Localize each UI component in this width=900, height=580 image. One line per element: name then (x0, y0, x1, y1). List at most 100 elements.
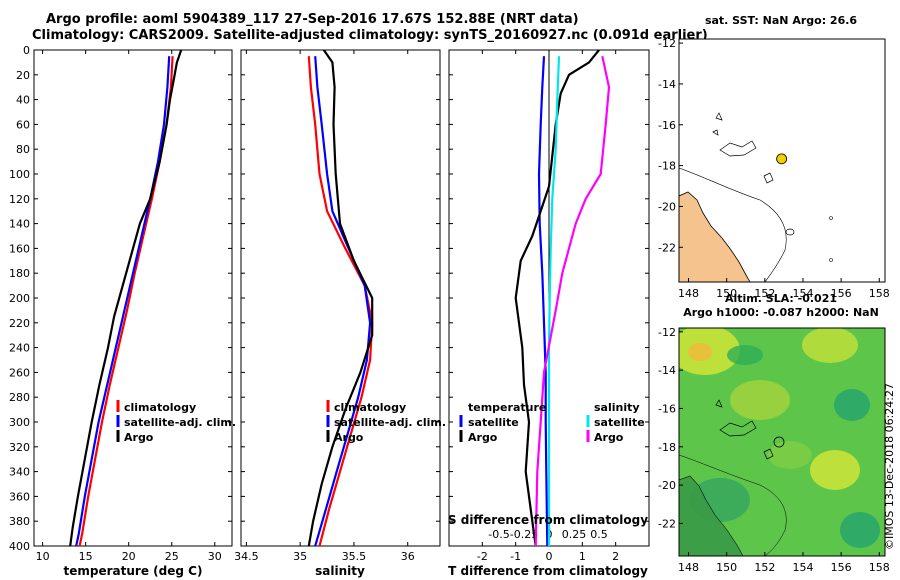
x-tick-label: 34.5 (234, 550, 259, 563)
legend-title-temperature: temperature (468, 401, 546, 414)
legend-label-sat: satellite-adj. clim. (334, 416, 446, 429)
map-y-tick-label: -22 (658, 241, 676, 254)
x-tick-label: -2 (477, 550, 488, 563)
map-x-tick-label: 154 (792, 287, 813, 300)
series-line-t-satellite (537, 56, 549, 546)
x-tick-label: 1 (579, 550, 586, 563)
depth-tick-label: 240 (9, 342, 30, 355)
series-line-argo (69, 50, 183, 546)
x-tick-label: 0 (546, 550, 553, 563)
sst-map-ticks: 148 150 152 154 156 158 -12 -14 -16 -18 -20 -22 (658, 37, 890, 300)
temperature-panel-frame (33, 49, 233, 547)
depth-tick-label: 300 (9, 416, 30, 429)
sla-map-ticks: 148 150 152 154 156 158 -12 -14 -16 -18 -20 -22 (658, 326, 890, 574)
sla-map (679, 328, 885, 556)
x-tick-label: 25 (165, 550, 179, 563)
map-y-tick-label: -20 (658, 479, 676, 492)
sla-map-title-2: Argo h1000: -0.087 h2000: NaN (683, 306, 879, 319)
depth-tick-label: 360 (9, 490, 30, 503)
x-tick-label: 15 (79, 550, 93, 563)
island-outline (829, 258, 833, 262)
depth-tick-label: 200 (9, 292, 30, 305)
sst-map (679, 39, 885, 282)
map-x-tick-label: 158 (869, 287, 890, 300)
depth-tick-label: 100 (9, 168, 30, 181)
title-line-2: Climatology: CARS2009. Satellite-adjuste… (32, 28, 708, 43)
depth-tick-label: 280 (9, 391, 30, 404)
legend-label-t-argo: Argo (468, 431, 498, 444)
series-line-climatology (307, 56, 374, 546)
series-line-s-satellite (547, 56, 561, 546)
s-difference-ticks: -0.5-0.2500.250.5 (488, 528, 607, 541)
depth-tick-label: 400 (9, 540, 30, 553)
map-y-tick-label: -18 (658, 441, 676, 454)
depth-tick-label: 80 (16, 143, 30, 156)
map-x-tick-label: 152 (754, 561, 775, 574)
map-x-tick-label: 154 (792, 561, 813, 574)
argo-float-marker (776, 153, 788, 165)
salinity-xlabel: salinity (315, 564, 365, 578)
map-x-tick-label: 148 (678, 287, 699, 300)
title-line-1: Argo profile: aoml 5904389_117 27-Sep-20… (46, 12, 579, 27)
map-x-tick-label: 156 (831, 561, 852, 574)
difference-xlabel: T difference from climatology (448, 564, 648, 578)
map-y-tick-label: -18 (658, 160, 676, 173)
island-outline (785, 228, 795, 236)
salinity-x-ticks: 34.5 35 35.5 36 (234, 50, 415, 563)
legend-title-salinity: salinity (594, 401, 640, 414)
s-tick-label: -0.25 (510, 528, 538, 541)
depth-tick-label: 340 (9, 466, 30, 479)
map-y-tick-label: -14 (658, 364, 676, 377)
x-tick-label: 2 (612, 550, 619, 563)
map-y-tick-label: -22 (658, 517, 676, 530)
x-tick-label: 30 (208, 550, 222, 563)
series-line-satellite-adj-clim- (75, 56, 171, 546)
depth-tick-label: 380 (9, 515, 30, 528)
map-x-tick-label: 148 (678, 561, 699, 574)
temperature-series (69, 50, 183, 546)
legend-label-argo: Argo (334, 431, 364, 444)
x-tick-label: 35 (293, 550, 307, 563)
map-x-tick-label: 152 (754, 287, 775, 300)
map-y-tick-label: -16 (658, 119, 676, 132)
map-x-tick-label: 150 (716, 287, 737, 300)
legend-label-t-sat: satellite (468, 416, 519, 429)
legend-label-s-sat: satellite (594, 416, 645, 429)
legend-label-sat: satellite-adj. clim. (124, 416, 236, 429)
s-tick-label: -0.5 (488, 528, 509, 541)
s-tick-label: 0.5 (590, 528, 608, 541)
depth-tick-label: 160 (9, 242, 30, 255)
series-line-s-argo (534, 55, 611, 546)
s-difference-label: S difference from climatology (448, 513, 648, 527)
map-y-tick-label: -20 (658, 200, 676, 213)
s-tick-label: 0.25 (562, 528, 587, 541)
series-line-satellite-adj-clim- (314, 56, 372, 546)
depth-tick-label: 220 (9, 317, 30, 330)
depth-tick-label: 260 (9, 366, 30, 379)
temperature-x-ticks: 10 15 20 25 30 (36, 50, 222, 563)
legend-label-clim: climatology (124, 401, 196, 414)
depth-tick-label: 40 (16, 94, 30, 107)
x-tick-label: -1 (510, 550, 521, 563)
legend-label-argo: Argo (124, 431, 154, 444)
island-outline (712, 112, 774, 184)
depth-tick-label: 0 (23, 44, 30, 57)
map-x-tick-label: 150 (716, 561, 737, 574)
salinity-legend: climatology satellite-adj. clim. Argo (326, 400, 446, 444)
depth-tick-label: 120 (9, 193, 30, 206)
salinity-series (307, 50, 374, 546)
island-outline (829, 216, 833, 220)
sla-map-frame (678, 327, 886, 557)
map-x-tick-label: 158 (869, 561, 890, 574)
x-tick-label: 20 (122, 550, 136, 563)
difference-series (514, 50, 611, 546)
legend-label-s-argo: Argo (594, 431, 624, 444)
temperature-legend: climatology satellite-adj. clim. Argo (116, 400, 236, 444)
argo-float-marker (773, 436, 785, 448)
temperature-xlabel: temperature (deg C) (64, 564, 203, 578)
map-y-tick-label: -12 (658, 326, 676, 339)
map-y-tick-label: -16 (658, 402, 676, 415)
reef-outline (679, 167, 787, 282)
difference-legend: temperature satellite Argo salinity sate… (459, 401, 645, 444)
map-y-tick-label: -12 (658, 37, 676, 50)
